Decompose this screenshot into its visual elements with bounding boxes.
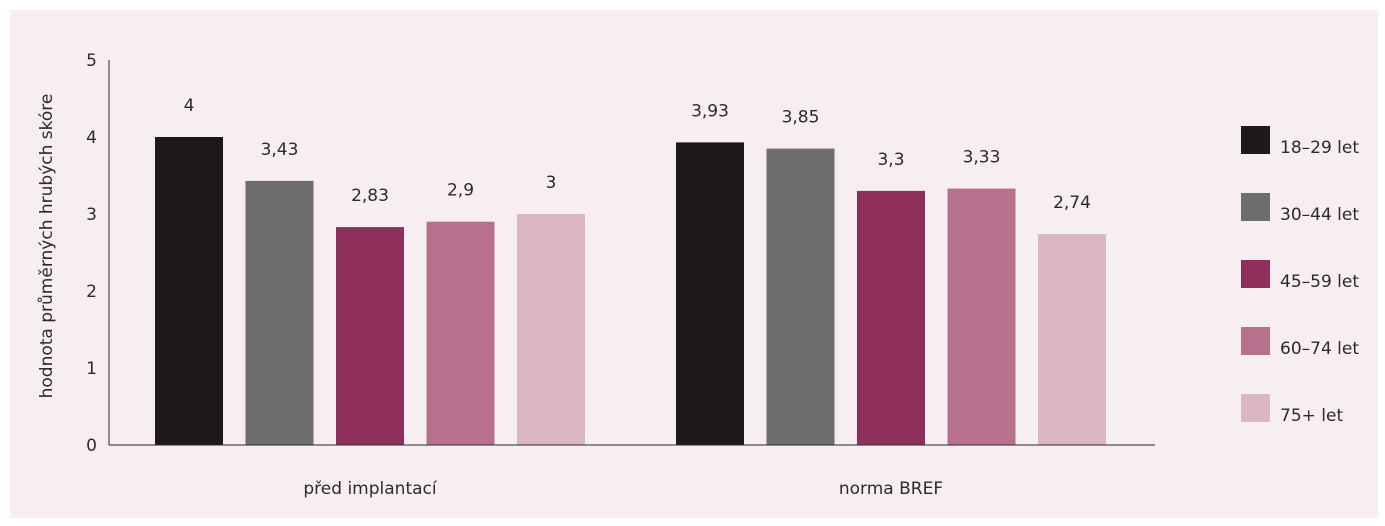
legend-item: 30–44 let bbox=[1241, 193, 1359, 225]
value-label: 4 bbox=[184, 96, 195, 116]
value-label: 2,9 bbox=[447, 181, 474, 201]
legend-item: 18–29 let bbox=[1241, 126, 1359, 158]
y-tick-label: 2 bbox=[86, 282, 97, 302]
value-label: 2,83 bbox=[351, 186, 389, 206]
legend-swatch bbox=[1241, 193, 1270, 221]
value-label: 3 bbox=[546, 173, 557, 193]
legend-item: 45–59 let bbox=[1241, 260, 1359, 292]
category-label: norma BREF bbox=[839, 479, 943, 499]
value-label: 3,3 bbox=[877, 150, 904, 170]
value-label: 2,74 bbox=[1053, 193, 1091, 213]
category-label: před implantací bbox=[303, 479, 437, 499]
value-label: 3,43 bbox=[261, 140, 299, 160]
y-tick-label: 1 bbox=[86, 359, 97, 379]
bar bbox=[766, 148, 835, 446]
legend-swatch bbox=[1241, 260, 1270, 288]
legend-item: 60–74 let bbox=[1241, 327, 1359, 359]
legend-label: 75+ let bbox=[1280, 406, 1343, 426]
legend-item: 75+ let bbox=[1241, 394, 1343, 426]
bar bbox=[857, 190, 925, 445]
y-tick-label: 3 bbox=[86, 205, 97, 225]
legend-label: 18–29 let bbox=[1280, 138, 1359, 158]
y-axis-label: hodnota průměrných hrubých skóre bbox=[37, 94, 57, 399]
legend-swatch bbox=[1241, 126, 1270, 154]
bar bbox=[517, 214, 585, 445]
value-labels: 4 3,43 2,83 2,9 3 3,93 3,85 3,3 3,33 2,74 bbox=[184, 96, 1091, 213]
bars bbox=[155, 137, 1106, 446]
legend-swatch bbox=[1241, 327, 1270, 355]
legend-label: 30–44 let bbox=[1280, 205, 1359, 225]
category-labels: před implantací norma BREF bbox=[303, 479, 943, 499]
bar bbox=[245, 180, 314, 445]
value-label: 3,93 bbox=[691, 101, 729, 121]
bar bbox=[1038, 234, 1106, 445]
bar bbox=[426, 221, 495, 445]
bar bbox=[947, 188, 1016, 445]
legend-label: 45–59 let bbox=[1280, 272, 1359, 292]
legend-label: 60–74 let bbox=[1280, 339, 1359, 359]
y-tick-label: 5 bbox=[86, 51, 97, 71]
value-label: 3,33 bbox=[963, 148, 1001, 168]
bar bbox=[155, 137, 223, 445]
bar bbox=[336, 227, 404, 445]
y-tick-label: 4 bbox=[86, 128, 97, 148]
y-axis-ticks: 0 1 2 3 4 5 bbox=[86, 51, 97, 456]
y-tick-label: 0 bbox=[86, 436, 97, 456]
legend-swatch bbox=[1241, 394, 1270, 422]
bar bbox=[676, 142, 744, 445]
value-label: 3,85 bbox=[782, 108, 820, 128]
legend: 18–29 let 30–44 let 45–59 let 60–74 let 75+ … bbox=[1241, 126, 1359, 426]
